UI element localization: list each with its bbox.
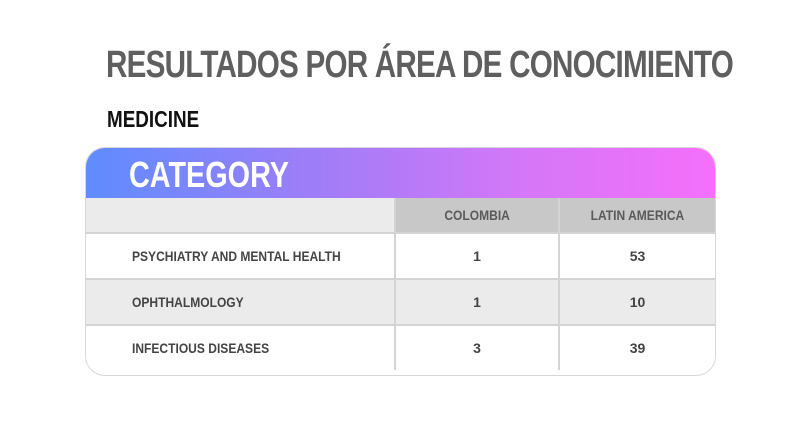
category-cell: INFECTIOUS DISEASES bbox=[86, 324, 396, 370]
category-cell: OPHTHALMOLOGY bbox=[86, 278, 396, 326]
page-subtitle: MEDICINE bbox=[107, 106, 200, 132]
header-blank-cell bbox=[86, 198, 396, 234]
category-heading: CATEGORY bbox=[129, 154, 290, 195]
table-header-row: COLOMBIA LATIN AMERICA bbox=[86, 198, 715, 234]
page-title: RESULTADOS POR ÁREA DE CONOCIMIENTO bbox=[106, 44, 734, 86]
table-row: PSYCHIATRY AND MENTAL HEALTH 1 53 bbox=[86, 232, 715, 280]
category-cell: PSYCHIATRY AND MENTAL HEALTH bbox=[86, 232, 396, 280]
colombia-value-cell: 1 bbox=[394, 232, 560, 280]
colombia-value-cell: 1 bbox=[394, 278, 560, 326]
column-header-latin-america: LATIN AMERICA bbox=[558, 198, 715, 234]
latin-america-value-cell: 39 bbox=[558, 324, 715, 370]
column-header-colombia: COLOMBIA bbox=[394, 198, 560, 234]
latin-america-value-cell: 10 bbox=[558, 278, 715, 326]
table-row: OPHTHALMOLOGY 1 10 bbox=[86, 278, 715, 326]
results-table-card: CATEGORY COLOMBIA LATIN AMERICA PSYCHIAT… bbox=[85, 147, 716, 376]
table-header-banner: CATEGORY bbox=[86, 148, 715, 198]
colombia-value-cell: 3 bbox=[394, 324, 560, 370]
results-table: COLOMBIA LATIN AMERICA PSYCHIATRY AND ME… bbox=[86, 198, 715, 370]
latin-america-value-cell: 53 bbox=[558, 232, 715, 280]
table-row: INFECTIOUS DISEASES 3 39 bbox=[86, 324, 715, 370]
